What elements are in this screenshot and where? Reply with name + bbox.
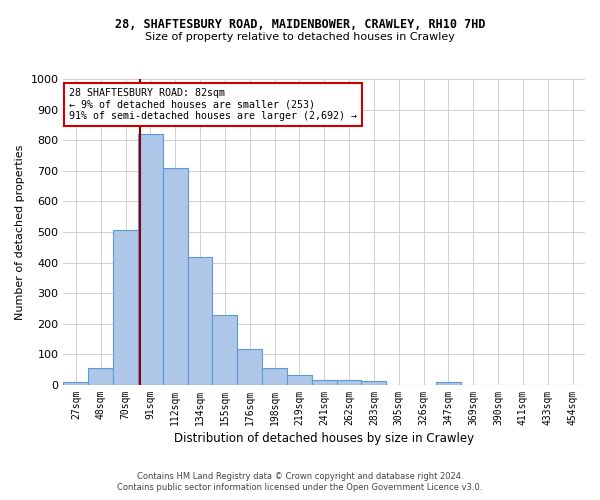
X-axis label: Distribution of detached houses by size in Crawley: Distribution of detached houses by size … <box>174 432 474 445</box>
Bar <box>312 380 337 385</box>
Bar <box>163 168 188 385</box>
Text: 28 SHAFTESBURY ROAD: 82sqm
← 9% of detached houses are smaller (253)
91% of semi: 28 SHAFTESBURY ROAD: 82sqm ← 9% of detac… <box>68 88 356 122</box>
Y-axis label: Number of detached properties: Number of detached properties <box>15 144 25 320</box>
Bar <box>138 134 163 385</box>
Bar <box>436 382 461 385</box>
Bar <box>361 381 386 385</box>
Bar <box>262 368 287 385</box>
Bar <box>212 314 237 385</box>
Bar <box>113 230 138 385</box>
Text: 28, SHAFTESBURY ROAD, MAIDENBOWER, CRAWLEY, RH10 7HD: 28, SHAFTESBURY ROAD, MAIDENBOWER, CRAWL… <box>115 18 485 30</box>
Bar <box>188 257 212 385</box>
Text: Contains HM Land Registry data © Crown copyright and database right 2024.: Contains HM Land Registry data © Crown c… <box>137 472 463 481</box>
Text: Size of property relative to detached houses in Crawley: Size of property relative to detached ho… <box>145 32 455 42</box>
Bar <box>337 380 361 385</box>
Text: Contains public sector information licensed under the Open Government Licence v3: Contains public sector information licen… <box>118 484 482 492</box>
Bar <box>64 382 88 385</box>
Bar <box>237 349 262 385</box>
Bar <box>88 368 113 385</box>
Bar <box>287 375 312 385</box>
